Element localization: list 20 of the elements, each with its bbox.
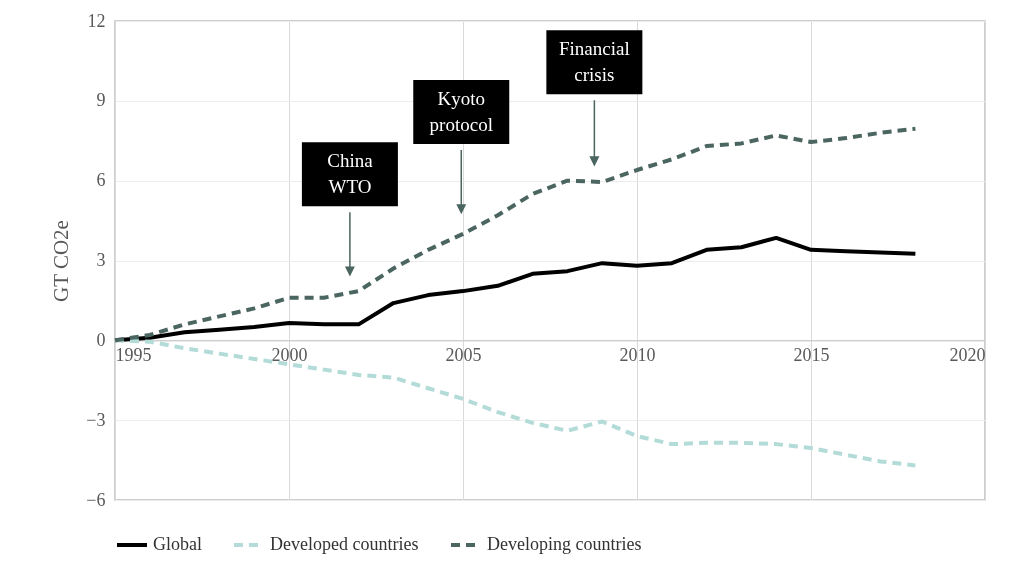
annotation: Kyoto protocol [429,88,493,136]
legend-label: Developed countries [270,534,419,554]
x-tick-label: 2020 [949,344,986,365]
x-tick-label: 2005 [445,344,482,365]
x-tick-label: 2010 [619,344,656,365]
annotation: China WTO [327,150,374,198]
legend-label: Global [153,534,202,554]
x-tick-label: 1995 [115,344,152,365]
annotation: Financial crisis [559,38,630,86]
y-tick-label: 3 [96,250,106,270]
y-tick-label: 9 [96,90,106,111]
y-tick-label: −6 [86,489,106,510]
y-tick-label: 0 [96,329,106,350]
y-axis-title: GT CO2e [49,220,74,302]
legend-label: Developing countries [487,534,642,554]
y-tick-label: −3 [86,409,106,430]
y-tick-label: 6 [96,170,106,191]
x-tick-label: 2015 [793,344,830,365]
x-tick-label: 2000 [271,344,308,365]
y-tick-label: 12 [87,10,106,31]
